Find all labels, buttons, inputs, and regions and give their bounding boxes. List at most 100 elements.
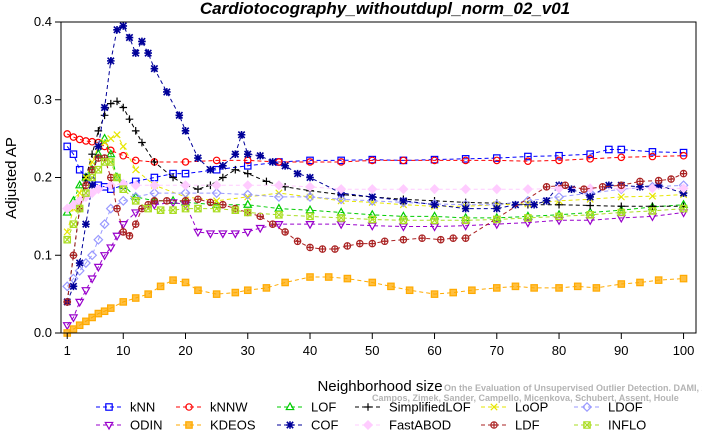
legend-item-knnw: kNNW: [176, 400, 248, 415]
data-point: [460, 222, 471, 231]
data-point: [524, 200, 532, 208]
data-point: [648, 202, 657, 211]
data-point: [231, 288, 240, 297]
data-point: [555, 284, 563, 292]
legend-label: INFLO: [608, 418, 646, 433]
data-point: [242, 189, 253, 200]
data-point: [306, 273, 314, 281]
data-point: [219, 200, 227, 209]
x-tick-label: 30: [241, 343, 255, 358]
data-point: [262, 177, 271, 186]
data-point: [94, 309, 103, 318]
data-point: [336, 194, 347, 205]
data-point: [75, 204, 84, 213]
data-point: [62, 203, 73, 214]
data-point: [181, 169, 190, 178]
legend-label: SimplifiedLOF: [389, 400, 471, 415]
legend-marker: [581, 401, 593, 413]
chart-title: Cardiotocography_withoutdupl_norm_02_v01: [200, 0, 570, 18]
data-point: [118, 195, 129, 206]
data-point: [281, 183, 289, 191]
x-tick-label: 10: [116, 343, 130, 358]
data-point: [586, 155, 594, 163]
legend-label: FastABOD: [389, 418, 451, 433]
data-point: [617, 193, 625, 201]
data-point: [100, 111, 109, 120]
data-point: [69, 133, 78, 141]
data-point: [368, 215, 377, 224]
data-point: [449, 234, 458, 242]
data-point: [679, 148, 688, 157]
data-point: [306, 173, 314, 182]
data-point: [169, 173, 177, 182]
data-point: [163, 197, 171, 205]
legend-marker: [185, 421, 193, 429]
data-point: [461, 204, 470, 213]
data-point: [343, 242, 352, 250]
data-point: [555, 151, 563, 160]
data-point: [430, 216, 439, 225]
data-point: [130, 180, 141, 191]
data-point: [542, 197, 551, 205]
data-point: [119, 228, 128, 236]
data-point: [511, 200, 520, 209]
data-point: [567, 185, 576, 193]
data-point: [586, 211, 594, 219]
data-point: [243, 162, 252, 170]
data-point: [206, 165, 215, 174]
data-point: [306, 243, 314, 252]
data-point: [585, 217, 595, 226]
data-point: [418, 234, 426, 242]
data-point: [131, 156, 140, 165]
legend-label: ODIN: [130, 418, 163, 433]
data-point: [231, 206, 240, 214]
data-point: [605, 145, 613, 154]
data-point: [100, 103, 109, 112]
data-point: [399, 156, 408, 165]
data-point: [268, 158, 277, 166]
data-point: [156, 282, 165, 291]
data-point: [150, 158, 159, 166]
data-point: [194, 204, 202, 213]
data-point: [119, 151, 128, 160]
legend-label: LOF: [311, 400, 336, 415]
data-point: [367, 209, 378, 218]
series-line: [66, 146, 684, 190]
data-point: [112, 232, 122, 242]
data-point: [144, 290, 152, 298]
data-point: [231, 165, 240, 174]
x-tick-label: 100: [673, 343, 695, 358]
data-point: [636, 278, 644, 287]
data-point: [169, 206, 177, 214]
data-point: [119, 22, 128, 30]
y-tick-label: 0.0: [34, 325, 52, 340]
data-point: [553, 191, 565, 202]
data-point: [647, 183, 658, 194]
series-line: [66, 157, 684, 302]
data-point: [679, 151, 688, 160]
data-point: [99, 133, 110, 142]
data-point: [461, 156, 470, 165]
data-point: [131, 127, 140, 135]
data-point: [337, 158, 345, 166]
data-point: [82, 317, 90, 326]
data-point: [119, 185, 128, 193]
legend-label: COF: [311, 418, 339, 433]
data-point: [113, 204, 121, 213]
legend-item-ldf: LDF: [481, 418, 540, 433]
data-point: [399, 235, 408, 244]
legend-item-ldof: LDOF: [574, 400, 643, 415]
data-point: [149, 180, 160, 191]
data-point: [275, 211, 283, 219]
legend-marker: [105, 403, 113, 411]
data-point: [636, 183, 644, 191]
series-kdeos: [63, 273, 688, 337]
data-point: [118, 220, 128, 230]
data-point: [69, 325, 78, 333]
data-point: [205, 230, 216, 239]
data-point: [74, 298, 85, 308]
watermark-line-1: Campos, Zimek, Sander, Campello, Micenko…: [372, 393, 679, 403]
legend-item-loop: LoOP: [481, 400, 548, 415]
legend-item-fastabod: FastABOD: [355, 418, 451, 433]
